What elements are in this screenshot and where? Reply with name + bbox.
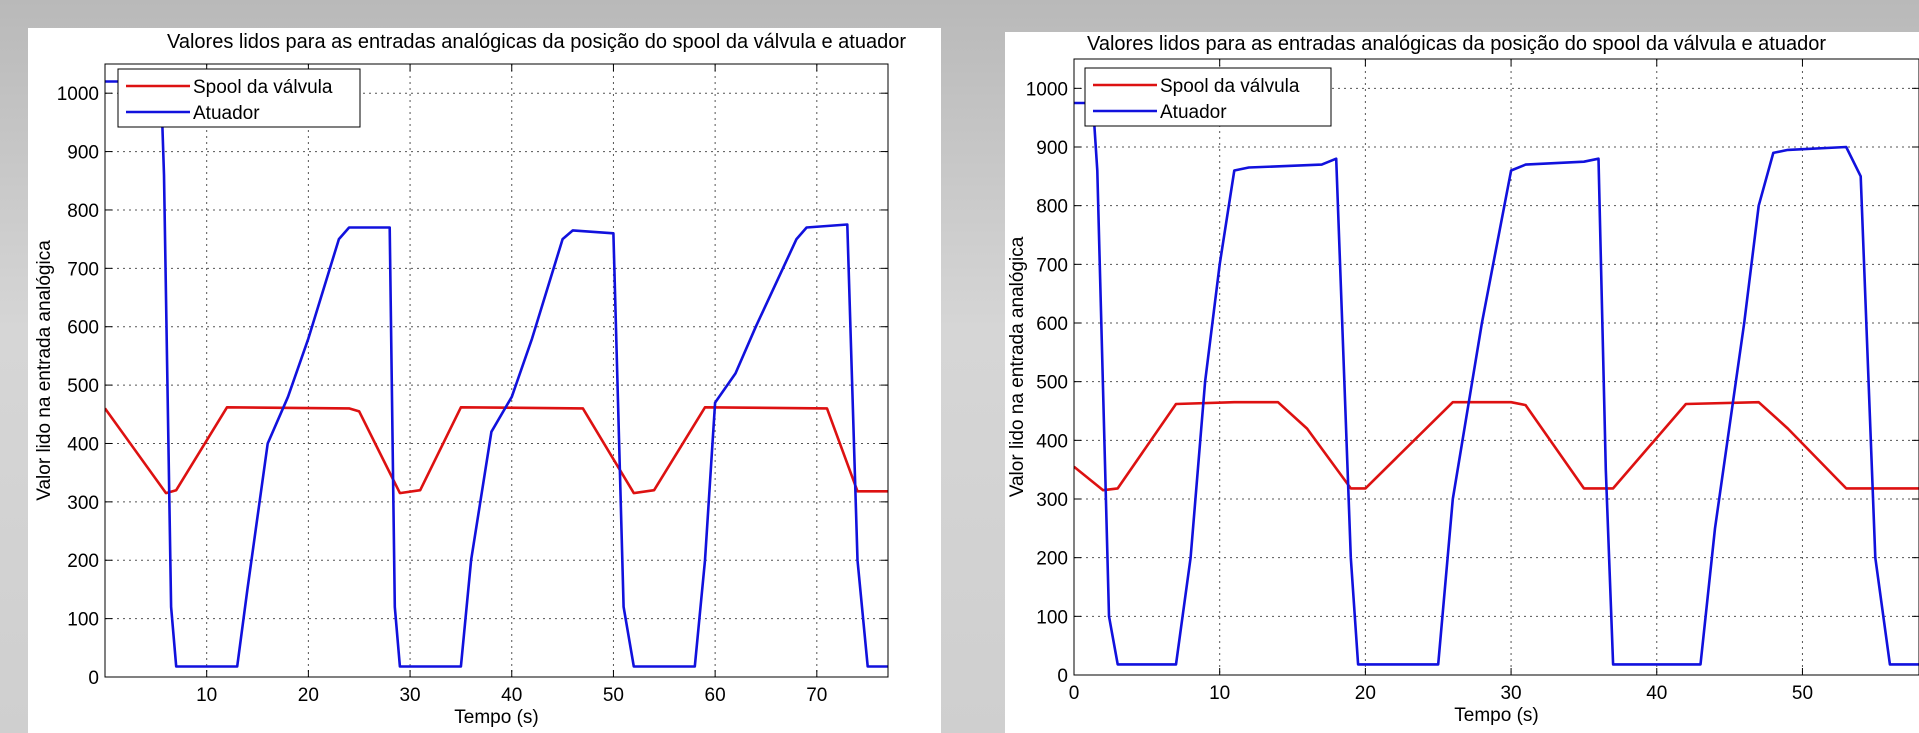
y-tick-label: 100 xyxy=(1036,607,1068,628)
y-tick-label: 300 xyxy=(67,493,99,514)
x-tick-label: 40 xyxy=(1646,683,1667,704)
y-tick-label: 800 xyxy=(67,201,99,222)
legend: Spool da válvula Atuador xyxy=(117,68,361,128)
right-chart: Valores lidos para as entradas analógica… xyxy=(1007,33,1919,726)
axes-box xyxy=(104,63,889,678)
y-tick-label: 100 xyxy=(67,610,99,631)
right-chart-figure: Valores lidos para as entradas analógica… xyxy=(1005,32,1919,733)
left-chart-figure: Valores lidos para as entradas analógica… xyxy=(28,28,941,733)
x-tick-label: 10 xyxy=(196,685,217,706)
x-tick-label: 30 xyxy=(1500,683,1521,704)
x-tick-label: 50 xyxy=(1792,683,1813,704)
legend-label-spool: Spool da válvula xyxy=(193,77,333,98)
series-line-atuador xyxy=(105,80,888,668)
x-tick-label: 20 xyxy=(298,685,319,706)
y-tick-label: 600 xyxy=(1036,314,1068,335)
y-tick-label: 400 xyxy=(1036,431,1068,452)
y-axis-label: Valor lido na entrada analógica xyxy=(34,240,55,501)
plot-area xyxy=(105,64,888,677)
y-tick-label: 0 xyxy=(1057,666,1068,687)
y-tick-label: 800 xyxy=(1036,197,1068,218)
legend-label-atuador: Atuador xyxy=(1160,102,1227,123)
x-axis-label: Tempo (s) xyxy=(1454,705,1538,726)
y-tick-label: 500 xyxy=(67,376,99,397)
y-tick-label: 200 xyxy=(67,551,99,572)
x-axis-label: Tempo (s) xyxy=(454,707,538,728)
y-tick-label: 900 xyxy=(1036,138,1068,159)
y-tick-label: 900 xyxy=(67,143,99,164)
x-tick-label: 0 xyxy=(1069,683,1080,704)
y-tick-label: 1000 xyxy=(57,84,99,105)
y-tick-label: 500 xyxy=(1036,373,1068,394)
y-tick-label: 600 xyxy=(67,318,99,339)
y-tick-label: 700 xyxy=(1036,255,1068,276)
y-tick-label: 700 xyxy=(67,259,99,280)
x-tick-label: 30 xyxy=(399,685,420,706)
y-tick-label: 300 xyxy=(1036,490,1068,511)
legend-box xyxy=(117,68,361,128)
x-tick-label: 10 xyxy=(1209,683,1230,704)
series-line-atuador xyxy=(1074,101,1919,666)
series-line-spool xyxy=(1074,400,1919,492)
x-tick-label: 20 xyxy=(1355,683,1376,704)
legend: Spool da válvula Atuador xyxy=(1084,67,1332,127)
chart-title: Valores lidos para as entradas analógica… xyxy=(167,31,906,53)
chart-title: Valores lidos para as entradas analógica… xyxy=(1087,33,1826,55)
x-tick-label: 50 xyxy=(603,685,624,706)
legend-label-atuador: Atuador xyxy=(193,103,260,124)
y-axis-label: Valor lido na entrada analógica xyxy=(1007,236,1028,497)
y-tick-label: 1000 xyxy=(1026,79,1068,100)
x-tick-label: 70 xyxy=(806,685,827,706)
axes-box xyxy=(1073,58,1919,676)
plot-area xyxy=(1074,59,1919,675)
legend-label-spool: Spool da válvula xyxy=(1160,76,1300,97)
x-tick-label: 60 xyxy=(705,685,726,706)
y-tick-label: 200 xyxy=(1036,549,1068,570)
series-line-spool xyxy=(105,405,888,495)
legend-box xyxy=(1084,67,1332,127)
left-chart: Valores lidos para as entradas analógica… xyxy=(34,31,906,728)
x-tick-label: 40 xyxy=(501,685,522,706)
y-tick-label: 400 xyxy=(67,434,99,455)
y-tick-label: 0 xyxy=(88,668,99,689)
